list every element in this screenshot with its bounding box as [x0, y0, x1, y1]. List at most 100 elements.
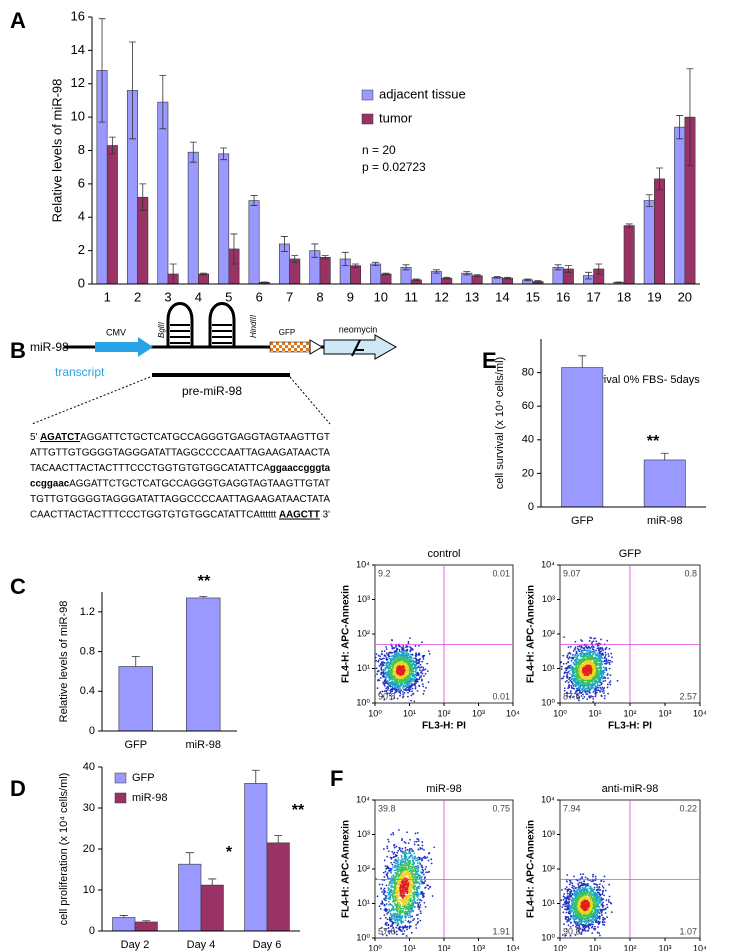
event-dot [414, 856, 416, 859]
event-dot [566, 679, 568, 682]
quadrant-value: 39.8 [378, 803, 396, 813]
sequence-part: 5' [30, 431, 37, 443]
sequence-part: TACAACTTACTACTTTCCCTGGTGTGTGGCATATTCA [30, 462, 270, 474]
event-dot [603, 875, 606, 878]
event-dot [408, 912, 411, 915]
event-dot [416, 690, 419, 692]
event-dot [378, 883, 381, 886]
event-dot [397, 948, 399, 950]
event-dot [602, 680, 605, 683]
event-dot [608, 661, 611, 664]
event-dot [417, 848, 420, 851]
event-dot [380, 926, 383, 929]
event-dot [410, 902, 413, 905]
event-dot [603, 692, 605, 694]
event-dot [396, 924, 399, 927]
event-dot [421, 672, 424, 675]
error-bar [463, 271, 471, 276]
event-dot [396, 912, 399, 915]
event-dot [598, 658, 600, 660]
y-tick-label: 10¹ [357, 898, 370, 908]
event-dot [576, 687, 578, 690]
error-bar [159, 75, 167, 130]
event-dot [426, 670, 429, 673]
event-dot [414, 657, 417, 660]
event-dot [577, 679, 580, 681]
event-dot [386, 680, 389, 683]
x-axis-label: FL3-H: PI [608, 721, 652, 732]
event-dot [403, 692, 406, 694]
event-dot [387, 889, 390, 892]
event-dot [375, 653, 378, 656]
event-dot [601, 656, 604, 659]
event-dot [423, 901, 426, 904]
event-dot [378, 679, 381, 682]
error-bar [443, 276, 451, 280]
event-dot [606, 916, 608, 919]
event-dot [580, 931, 583, 934]
event-dot [418, 654, 421, 656]
quadrant-value: 0.75 [492, 803, 510, 813]
event-dot [392, 833, 395, 836]
event-dot [395, 845, 398, 848]
x-tick-label: 10² [623, 708, 636, 718]
event-dot [566, 656, 569, 659]
event-dot [391, 672, 393, 675]
event-dot [580, 646, 583, 649]
event-dot [562, 911, 565, 914]
event-dot [431, 895, 434, 897]
event-dot [590, 880, 593, 883]
event-dot [400, 915, 402, 918]
event-dot [572, 656, 575, 659]
event-dot [395, 908, 398, 911]
event-dot [608, 681, 611, 684]
event-dot [386, 847, 389, 850]
event-dot [581, 640, 584, 643]
event-dot [417, 653, 420, 656]
event-dot [608, 647, 611, 650]
event-dot [580, 662, 583, 664]
event-dot [581, 649, 583, 652]
event-dot [592, 927, 595, 930]
event-dot [567, 917, 570, 920]
event-dot [392, 866, 394, 868]
event-dot [388, 884, 390, 887]
event-dot [384, 655, 387, 658]
event-dot [392, 912, 395, 915]
event-dot [600, 653, 603, 656]
event-dot [573, 675, 576, 678]
event-dot [581, 691, 584, 693]
event-dot [411, 863, 414, 866]
y-tick-label: 10³ [542, 594, 555, 604]
event-dot [406, 689, 409, 691]
event-dot [562, 903, 565, 906]
event-dot [601, 686, 604, 689]
y-tick-label: 10² [357, 628, 370, 638]
event-dot [385, 897, 388, 900]
event-dot [419, 871, 422, 873]
event-dot [381, 891, 384, 893]
event-dot [384, 890, 387, 893]
event-dot [568, 669, 571, 672]
error-bar [504, 276, 512, 280]
event-dot [386, 855, 389, 858]
event-dot [418, 861, 421, 864]
event-dot [577, 929, 580, 932]
event-dot [386, 875, 389, 878]
event-dot [406, 848, 409, 851]
event-dot [400, 856, 403, 858]
event-dot [415, 672, 418, 675]
event-dot [406, 906, 409, 908]
error-bar [625, 223, 633, 228]
event-dot [376, 687, 379, 690]
event-dot [603, 917, 606, 920]
event-dot [569, 692, 572, 694]
event-dot [592, 700, 595, 703]
event-dot [606, 906, 609, 909]
event-dot [414, 670, 417, 673]
event-dot [609, 901, 612, 904]
event-dot [604, 654, 607, 656]
event-dot [602, 916, 604, 919]
event-dot [403, 871, 405, 873]
